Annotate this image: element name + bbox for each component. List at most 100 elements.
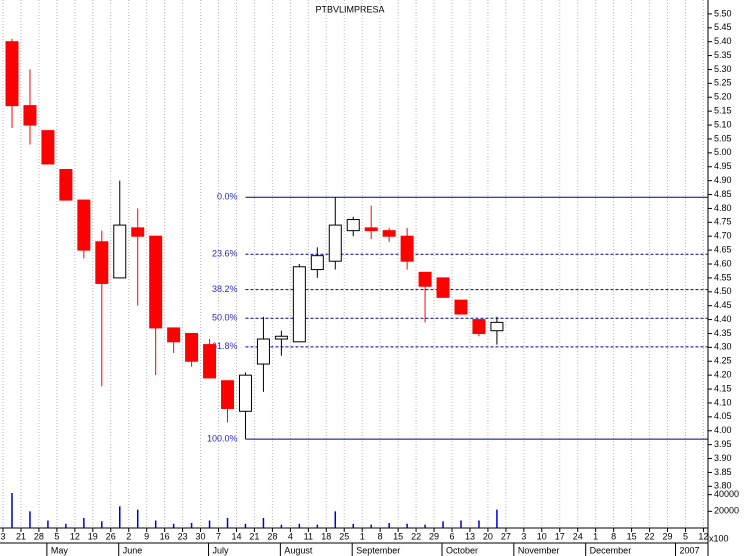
candle-body (418, 271, 432, 287)
y-tick-label: 3.80 (714, 481, 732, 491)
y-tick-label: 4.20 (714, 370, 732, 380)
month-label: 2007 (679, 545, 699, 555)
y-tick-label: 4.65 (714, 244, 732, 254)
y-tick-label: 4.75 (714, 217, 732, 227)
y-tick-label: 4.40 (714, 314, 732, 324)
month-label: June (123, 545, 143, 555)
candle-body (310, 255, 324, 271)
x-tick-label: 15 (393, 531, 403, 541)
y-tick-label: 4.30 (714, 342, 732, 352)
x-tick-label: 10 (537, 531, 547, 541)
x-tick-label: 4 (288, 531, 293, 541)
x-tick-label: 28 (267, 531, 277, 541)
candle-body (131, 227, 145, 237)
candle-body (113, 224, 127, 279)
y-tick-label: 5.30 (714, 64, 732, 74)
y-tick-label: 4.10 (714, 397, 732, 407)
candle-body (95, 241, 109, 284)
candle-body (400, 235, 414, 262)
x-tick-label: 6 (449, 531, 454, 541)
x-tick-label: 7 (216, 531, 221, 541)
x-tick-label: 3 (0, 531, 5, 541)
fib-label: 23.6% (212, 249, 238, 259)
candle-body (346, 219, 360, 232)
candle-body (292, 266, 306, 343)
y-tick-label: 4.00 (714, 425, 732, 435)
candle-body (5, 41, 19, 107)
y-tick-label: 5.05 (714, 133, 732, 143)
candle-body (221, 380, 235, 410)
x-tick-label: 8 (378, 531, 383, 541)
y-tick-label: 5.00 (714, 147, 732, 157)
y-tick-label: 5.40 (714, 36, 732, 46)
candle-body (436, 277, 450, 298)
volume-tick-label: 40000 (714, 489, 739, 499)
x-tick-label: 19 (88, 531, 98, 541)
month-label: October (446, 545, 478, 555)
x-tick-label: 1 (593, 531, 598, 541)
candle-body (238, 374, 252, 412)
x-tick-label: 24 (573, 531, 583, 541)
x-tick-label: 22 (411, 531, 421, 541)
y-tick-label: 5.45 (714, 22, 732, 32)
y-tick-label: 4.90 (714, 175, 732, 185)
candle-body (149, 235, 163, 329)
y-tick-label: 5.15 (714, 106, 732, 116)
candle-body (23, 105, 37, 126)
x-tick-label: 1 (360, 531, 365, 541)
y-tick-label: 4.50 (714, 286, 732, 296)
y-tick-label: 3.95 (714, 439, 732, 449)
candle-body (472, 319, 486, 334)
y-tick-label: 5.10 (714, 119, 732, 129)
x-tick-label: 12 (70, 531, 80, 541)
x-tick-label: 25 (339, 531, 349, 541)
candle-body (490, 321, 504, 332)
x-tick-label: 22 (645, 531, 655, 541)
x-tick-label: 26 (106, 531, 116, 541)
y-tick-label: 4.45 (714, 300, 732, 310)
y-tick-label: 4.25 (714, 356, 732, 366)
y-tick-label: 4.80 (714, 203, 732, 213)
y-tick-label: 4.05 (714, 411, 732, 421)
candle-body (77, 199, 91, 251)
x-tick-label: 23 (178, 531, 188, 541)
candle-body (41, 130, 55, 165)
y-tick-label: 4.85 (714, 189, 732, 199)
y-tick-label: 3.90 (714, 453, 732, 463)
x-tick-label: 18 (321, 531, 331, 541)
chart-title: PTBVLIMPRESA (315, 4, 384, 14)
candle-body (256, 338, 270, 365)
y-tick-label: 4.60 (714, 258, 732, 268)
x-tick-label: 28 (34, 531, 44, 541)
x-tick-label: 5 (683, 531, 688, 541)
x-tick-label: 13 (465, 531, 475, 541)
fib-label: 38.2% (212, 284, 238, 294)
candle-body (382, 230, 396, 237)
y-tick-label: 4.70 (714, 231, 732, 241)
x-tick-label: 8 (611, 531, 616, 541)
x-tick-label: 16 (160, 531, 170, 541)
candle-body (185, 332, 199, 362)
y-tick-label: 5.35 (714, 50, 732, 60)
x-tick-label: 17 (555, 531, 565, 541)
x-tick-label: 5 (54, 531, 59, 541)
x-tick-label: 20 (483, 531, 493, 541)
x-tick-label: 15 (627, 531, 637, 541)
candle-body (364, 227, 378, 232)
y-tick-label: 4.15 (714, 383, 732, 393)
x-tick-label: 14 (231, 531, 241, 541)
month-label: May (51, 545, 69, 555)
x-tick-label: 3 (521, 531, 526, 541)
y-tick-label: 4.35 (714, 328, 732, 338)
y-tick-label: 5.20 (714, 92, 732, 102)
candle-body (328, 224, 342, 262)
x-tick-label: 21 (16, 531, 26, 541)
candle-body (59, 169, 73, 201)
volume-unit: x100 (709, 533, 729, 543)
x-tick-label: 12 (698, 531, 708, 541)
x-tick-label: 11 (304, 531, 313, 541)
x-tick-label: 29 (663, 531, 673, 541)
y-tick-label: 5.25 (714, 78, 732, 88)
fib-label: 0.0% (217, 192, 238, 202)
